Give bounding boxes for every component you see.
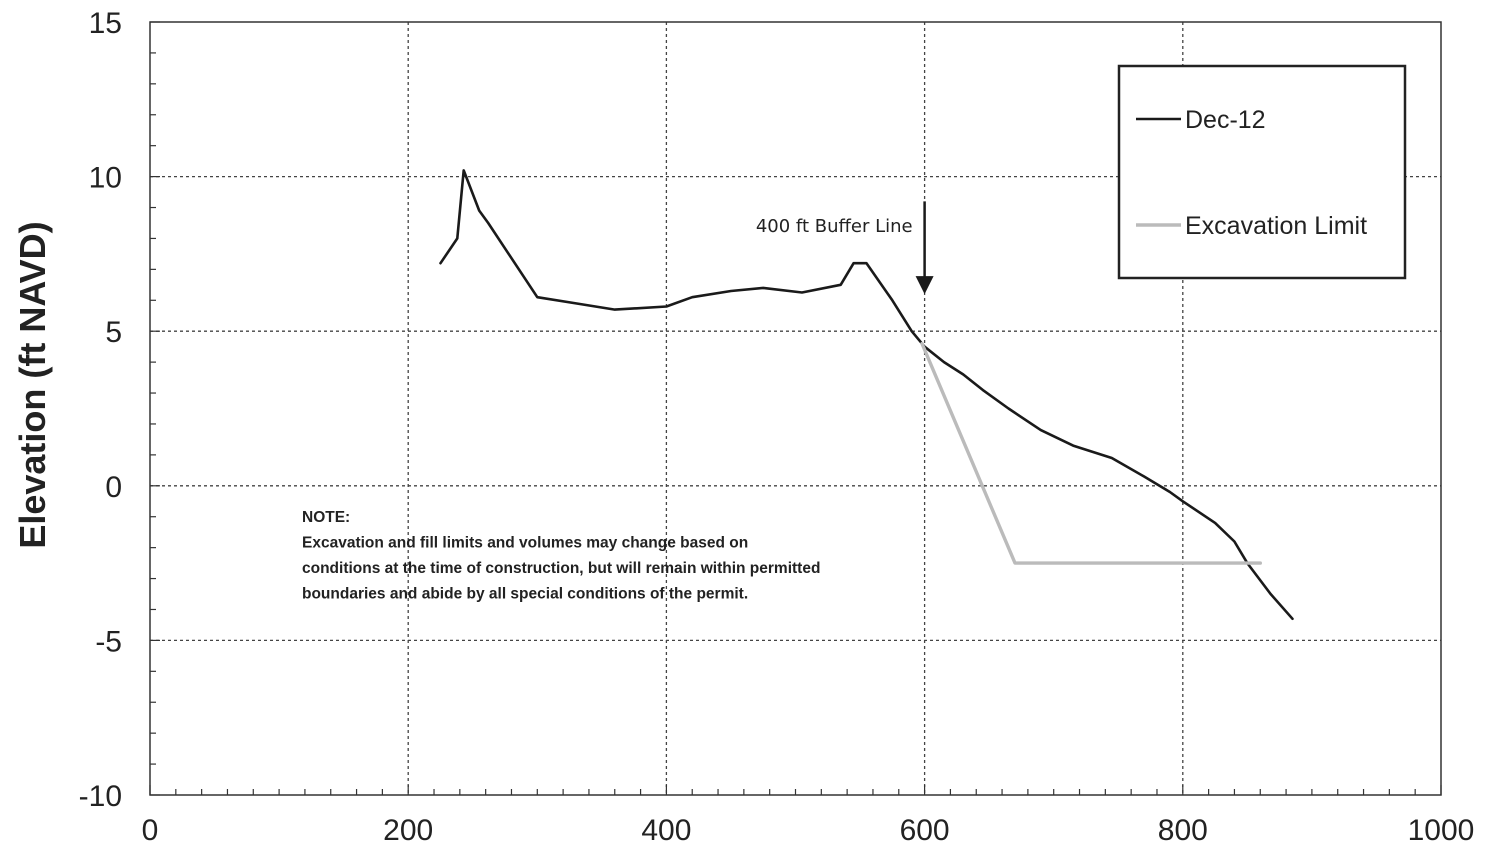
legend-label-dec-12: Dec-12 [1185,106,1266,134]
note-block: NOTE: Excavation and fill limits and volu… [302,509,820,603]
y-tick-label: 0 [105,471,122,504]
note-line: conditions at the time of construction, … [302,560,820,577]
excavation-limit-series-line [920,341,1263,565]
axes-layer: 0 200 400 600 800 1000 -10 -5 0 5 10 15 [79,7,1475,847]
note-line: Excavation and fill limits and volumes m… [302,535,748,552]
buffer-line-label: 400 ft Buffer Line [756,216,913,237]
x-tick-label: 400 [641,814,691,847]
dec-12-series-line [439,169,1294,621]
x-tick-label: 200 [383,814,433,847]
legend-box [1117,64,1407,280]
x-tick-label: 1000 [1408,814,1475,847]
x-tick-label: 0 [142,814,159,847]
y-axis-label: Elevation (ft NAVD) [12,221,53,548]
y-tick-label: -5 [95,625,122,658]
x-tick-label: 600 [900,814,950,847]
legend-label-excavation-limit: Excavation Limit [1185,212,1367,240]
buffer-line-arrow-head [915,276,934,295]
annotation-layer: 400 ft Buffer Line [756,201,934,295]
note-heading: NOTE: [302,509,350,526]
y-tick-label: -10 [79,780,122,813]
x-tick-label: 800 [1158,814,1208,847]
y-tick-label: 5 [105,316,122,349]
y-tick-label: 10 [89,162,122,195]
series-layer [439,169,1294,621]
y-tick-label: 15 [89,7,122,40]
legend: Dec-12 Excavation Limit [1117,64,1407,280]
note-line: boundaries and abide by all special cond… [302,586,748,603]
